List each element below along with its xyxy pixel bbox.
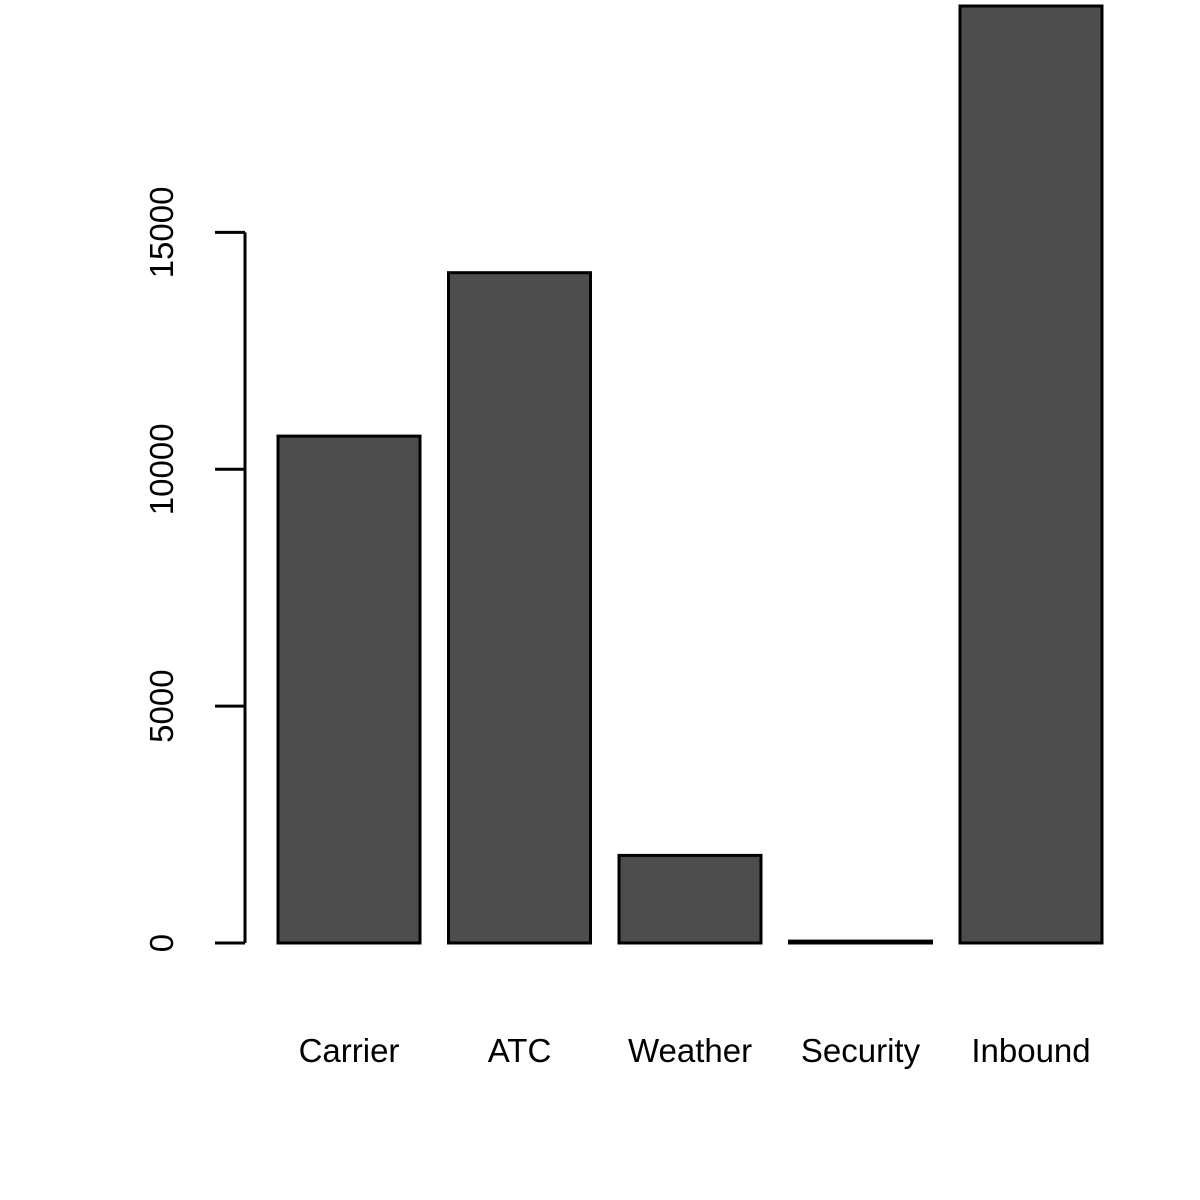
bar-security xyxy=(788,939,933,945)
x-tick-label-inbound: Inbound xyxy=(971,1032,1090,1069)
y-tick-label-0: 0 xyxy=(143,934,180,952)
y-tick-label-10000: 10000 xyxy=(143,423,180,515)
x-tick-label-security: Security xyxy=(801,1032,921,1069)
y-tick-label-5000: 5000 xyxy=(143,669,180,742)
x-axis-labels: Carrier ATC Weather Security Inbound xyxy=(299,1032,1091,1069)
bar-carrier xyxy=(276,434,422,945)
y-axis: 0 5000 10000 15000 xyxy=(143,187,247,952)
x-tick-label-weather: Weather xyxy=(628,1032,752,1069)
x-tick-label-carrier: Carrier xyxy=(299,1032,400,1069)
bar-atc xyxy=(447,271,592,945)
bars-layer xyxy=(276,4,1104,945)
bar-weather xyxy=(617,853,763,945)
bar-inbound xyxy=(958,4,1104,945)
y-tick-label-15000: 15000 xyxy=(143,187,180,279)
x-tick-label-atc: ATC xyxy=(488,1032,552,1069)
